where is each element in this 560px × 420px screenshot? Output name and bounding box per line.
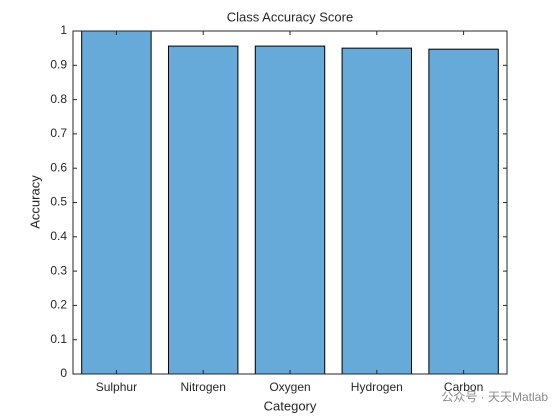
bar xyxy=(341,47,413,375)
y-tick-label: 0.9 xyxy=(50,57,67,71)
bar xyxy=(81,30,152,375)
y-axis-label: Accuracy xyxy=(27,175,42,229)
chart-title: Class Accuracy Score xyxy=(227,9,353,24)
bar xyxy=(428,48,499,375)
x-axis-label: Category xyxy=(264,398,317,413)
y-tick-label: 0.8 xyxy=(50,92,67,106)
watermark: 公众号 · 天天Matlab xyxy=(441,390,548,404)
y-tick-label: 0 xyxy=(60,366,67,380)
x-tick-label: Nitrogen xyxy=(181,380,226,394)
y-tick-label: 0.1 xyxy=(50,332,67,346)
y-tick-label: 0.6 xyxy=(50,160,67,174)
y-tick-label: 0.3 xyxy=(50,263,67,277)
bar xyxy=(254,45,326,375)
x-tick-label: Oxygen xyxy=(269,380,310,394)
y-tick-label: 0.7 xyxy=(50,126,67,140)
x-tick-label: Hydrogen xyxy=(351,380,403,394)
y-tick-label: 0.4 xyxy=(50,229,67,243)
x-tick-label: Carbon xyxy=(444,380,483,394)
bar xyxy=(167,45,239,375)
plot-frame xyxy=(72,30,508,375)
y-tick-label: 0.2 xyxy=(50,298,67,312)
y-tick-label: 1 xyxy=(60,23,67,37)
y-tick-label: 0.5 xyxy=(50,195,67,209)
x-tick-label: Sulphur xyxy=(96,380,137,394)
